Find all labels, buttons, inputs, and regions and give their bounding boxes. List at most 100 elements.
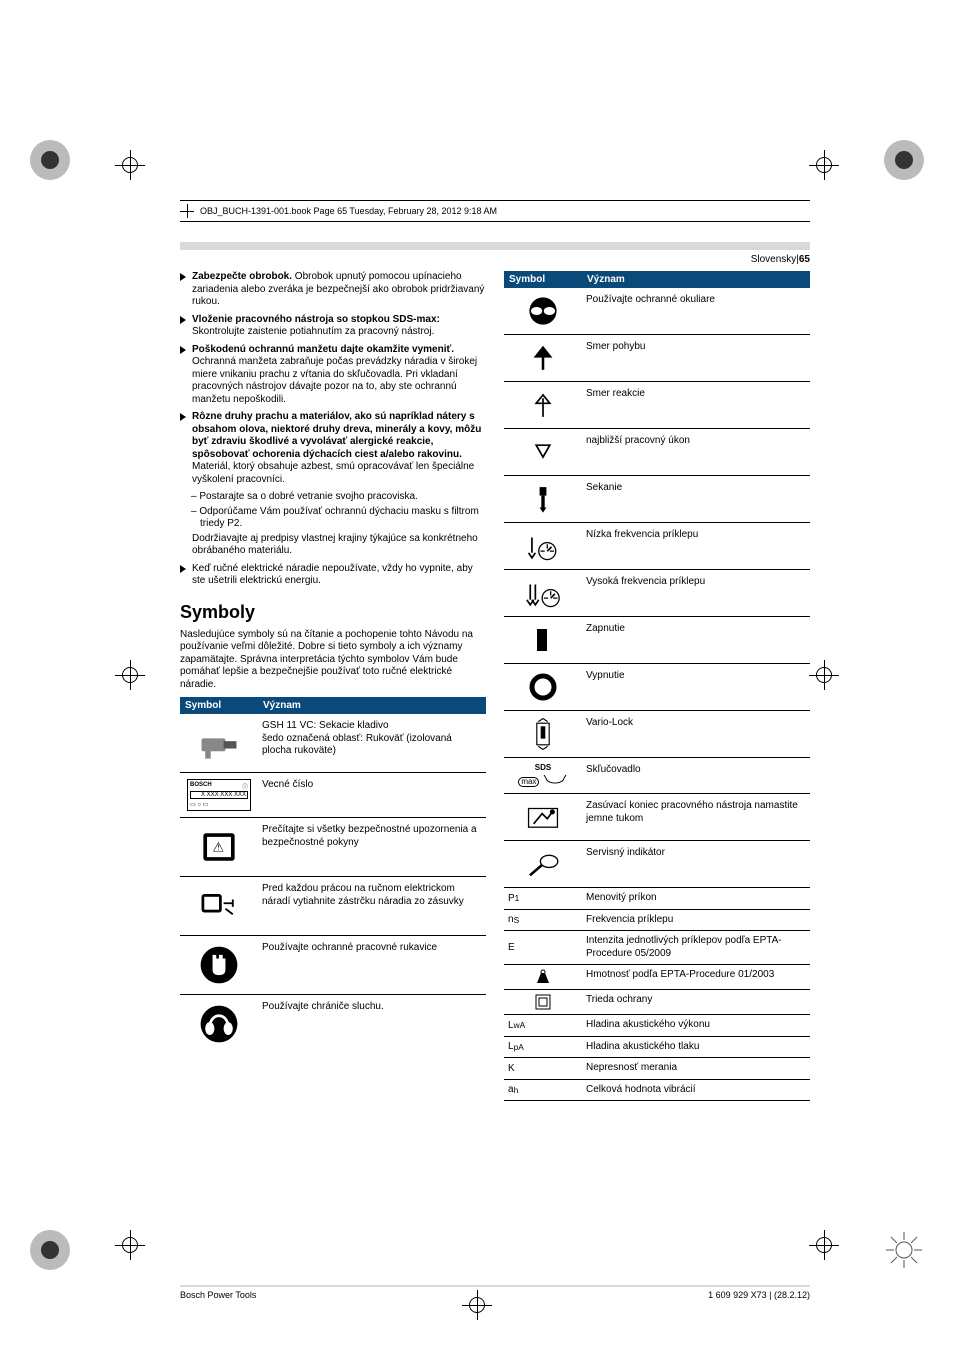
row-p1: P1 Menovitý príkon [504,888,810,910]
sds-l1: SDS [518,764,567,772]
b1-lead: Zabezpečte obrobok. [192,271,292,282]
row-move: Smer pohybu [504,335,810,382]
row-insert: Zasúvací koniec pracovného nástroja nama… [504,794,810,841]
b5-text: Keď ručné elektrické náradie nepoužívate… [192,563,486,588]
serial-meaning: Vecné číslo [258,777,486,813]
ns-meaning: Frekvencia príklepu [582,912,810,929]
on-meaning: Zapnutie [582,621,810,659]
lpa-meaning: Hladina akustického tlaku [582,1039,810,1056]
next-meaning: najbližší pracovný úkon [582,433,810,471]
off-meaning: Vypnutie [582,668,810,706]
move-meaning: Smer pohybu [582,339,810,377]
ah-meaning: Celková hodnota vibrácií [582,1082,810,1099]
row-weight: Hmotnosť podľa EPTA-Procedure 01/2003 [504,965,810,990]
page-number: 65 [799,254,810,265]
crosshair-bl [115,1230,145,1260]
row-lowfreq: Nízka frekvencia príklepu [504,523,810,570]
row-chuck: SDS max Skľučovadlo [504,758,810,794]
b4-para: Dodržiavajte aj predpisy vlastnej krajin… [192,533,486,558]
reg-mark-tr [884,140,924,180]
svg-text:⚠: ⚠ [213,840,225,855]
gloves-icon [180,940,258,990]
reg-mark-br [884,1230,924,1270]
lwa-meaning: Hladina akustického výkonu [582,1017,810,1034]
row-ns: nS Frekvencia príklepu [504,910,810,932]
service-meaning: Servisný indikátor [582,845,810,883]
page-header: Slovensky | 65 [180,254,810,265]
service-indicator-icon [504,845,582,883]
th-symbol-r: Symbol [504,271,582,288]
right-table-header: Symbol Význam [504,271,810,288]
reg-mark-bl [30,1230,70,1270]
serial-mask: X XXX XXX XXX [190,791,248,799]
high-freq-icon [504,574,582,612]
page-lang: Slovensky [751,254,797,265]
row-vario: Vario-Lock [504,711,810,758]
weight-icon [504,967,582,987]
th-symbol: Symbol [180,697,258,714]
b3-lead: Poškodenú ochrannú manžetu dajte okamžit… [192,344,454,355]
top-rule-2 [180,221,810,222]
grease-insert-icon [504,798,582,836]
lowfreq-meaning: Nízka frekvencia príklepu [582,527,810,565]
row-serial: BOSCHⓘ X XXX XXX XXX ▭ ○ ▭ Vecné číslo [180,773,486,818]
k-sym: K [504,1060,582,1077]
b2-rest: Skontrolujte zaistenie potiahnutím za pr… [192,326,434,337]
content-area: OBJ_BUCH-1391-001.book Page 65 Tuesday, … [180,200,810,1101]
section-title: Symboly [180,602,486,623]
top-rule [180,200,810,201]
unplug-meaning: Pred každou prácou na ručnom elektrickom… [258,881,486,931]
e-sym: E [504,933,582,962]
row-class: Trieda ochrany [504,990,810,1015]
b4-rest: Materiál, ktorý obsahuje azbest, smú opr… [192,461,474,485]
highfreq-meaning: Vysoká frekvencia príklepu [582,574,810,612]
row-service: Servisný indikátor [504,841,810,888]
unplug-icon [180,881,258,931]
insert-meaning: Zasúvací koniec pracovného nástroja nama… [582,798,810,836]
triangle-icon [180,413,186,421]
vario-meaning: Vario-Lock [582,715,810,753]
row-highfreq: Vysoká frekvencia príklepu [504,570,810,617]
right-column: Symbol Význam Používajte ochranné okulia… [504,271,810,1101]
sds-chuck-icon: SDS max [504,762,582,789]
th-meaning: Význam [258,697,486,714]
serial-brand: BOSCH [190,782,212,791]
obj-crosshair-icon [180,204,194,218]
crosshair-ml [115,660,145,690]
e-meaning: Intenzita jednotlivých príklepov podľa E… [582,933,810,962]
lwa-sub: wA [514,1020,526,1030]
row-ear: Používajte chrániče sluchu. [180,995,486,1053]
tool-line2: šedo označená oblasť: Rukoväť (izolovaná… [262,733,482,758]
bullet-1: Zabezpečte obrobok. Obrobok upnutý pomoc… [180,271,486,309]
crosshair-mr [809,660,839,690]
row-off: Vypnutie [504,664,810,711]
triangle-icon [180,316,186,324]
b3-rest: Ochranná manžeta zabraňuje počas prevádz… [192,356,477,405]
bullet-3: Poškodenú ochrannú manžetu dajte okamžit… [180,344,486,407]
ns-sub: S [514,915,520,925]
row-gloves: Používajte ochranné pracovné rukavice [180,936,486,995]
vario-lock-icon [504,715,582,753]
triangle-icon [180,273,186,281]
bullet-5: Keď ručné elektrické náradie nepoužívate… [180,563,486,588]
row-tool: GSH 11 VC: Sekacie kladivo šedo označená… [180,714,486,773]
footer-right: 1 609 929 X73 | (28.2.12) [708,1290,810,1300]
crosshair-tr [809,150,839,180]
ear-meaning: Používajte chrániče sluchu. [258,999,486,1049]
on-icon [504,621,582,659]
b4-lead: Rôzne druhy prachu a materiálov, ako sú … [192,411,481,460]
b4-sub1: Postarajte sa o dobré vetranie svojho pr… [200,491,486,504]
row-on: Zapnutie [504,617,810,664]
p1-sym: P [508,893,515,904]
serial-plate-icon: BOSCHⓘ X XXX XXX XXX ▭ ○ ▭ [180,777,258,813]
bullet-2: Vloženie pracovného nástroja so stopkou … [180,314,486,339]
page-footer: Bosch Power Tools 1 609 929 X73 | (28.2.… [180,1285,810,1300]
b4-sub2: Odporúčame Vám používať ochrannú dýchaci… [200,506,486,531]
goggles-icon [504,292,582,330]
crosshair-tl [115,150,145,180]
row-next: najbližší pracovný úkon [504,429,810,476]
row-unplug: Pred každou prácou na ručnom elektrickom… [180,877,486,936]
row-k: K Nepresnosť merania [504,1058,810,1080]
class-meaning: Trieda ochrany [582,992,810,1012]
read-meaning: Prečítajte si všetky bezpečnostné upozor… [258,822,486,872]
